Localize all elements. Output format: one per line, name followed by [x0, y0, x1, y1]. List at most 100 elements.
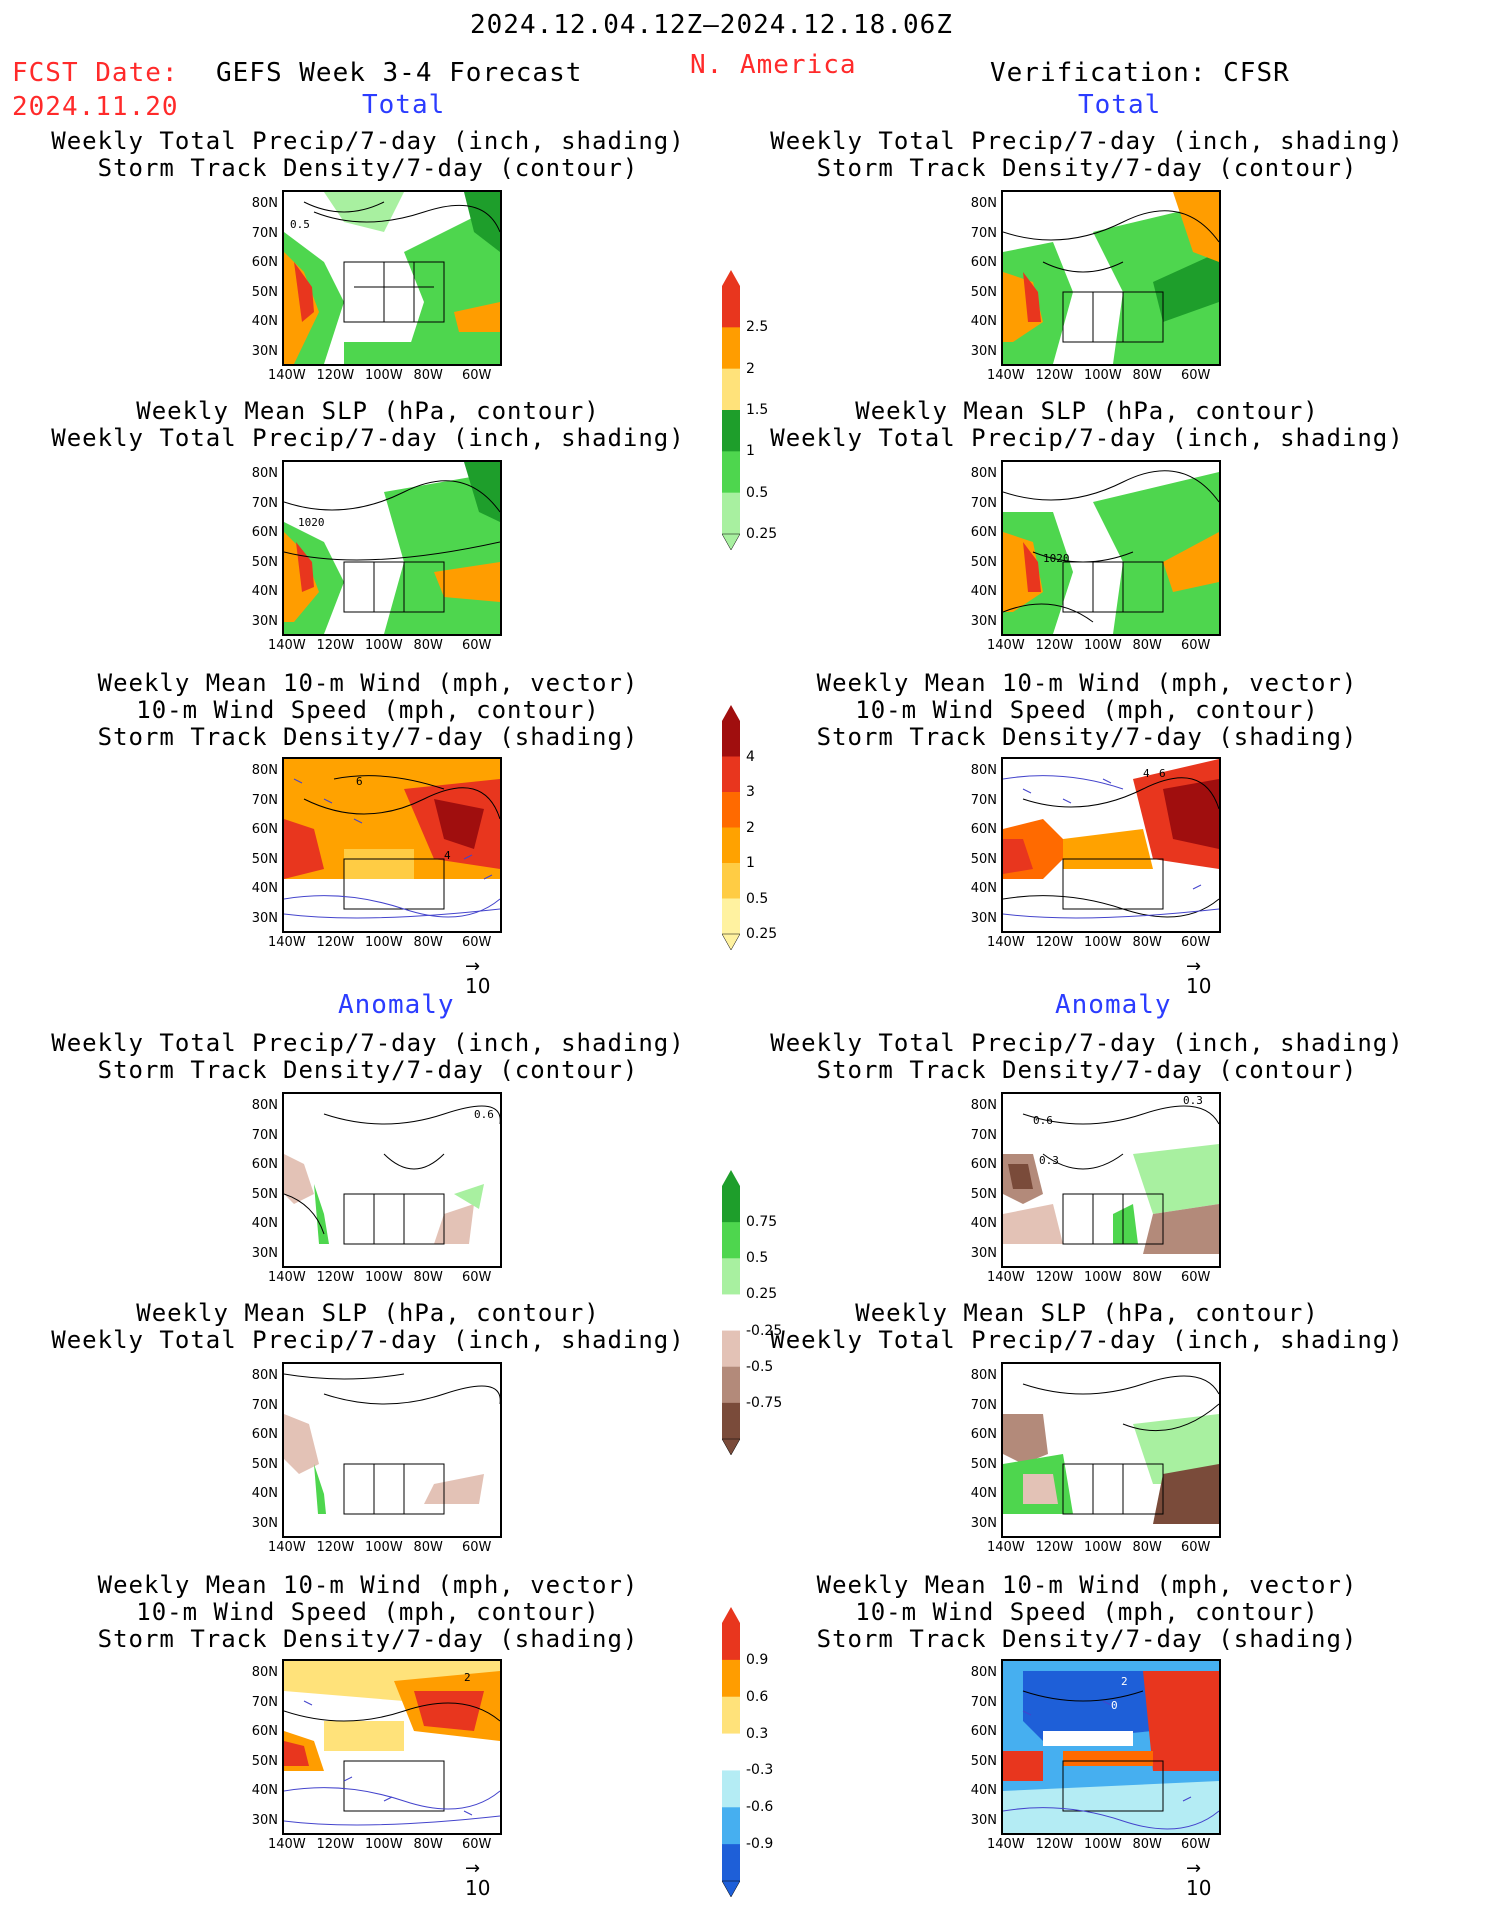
colorbar-segment	[722, 1844, 740, 1882]
map-fc-anom-slp-precip	[282, 1362, 502, 1538]
lon-tick-label: 140W	[987, 368, 1025, 383]
lon-tick-label: 140W	[987, 638, 1025, 653]
colorbar-label: -0.9	[746, 1836, 774, 1853]
colorbar-label: 3	[746, 784, 755, 800]
lon-tick-label: 140W	[268, 1540, 306, 1555]
lat-tick-label: 50N	[970, 554, 997, 570]
lat-tick-label: 50N	[251, 1753, 278, 1769]
lon-tick-label: 100W	[365, 1270, 403, 1285]
colorbar-segment	[722, 1402, 740, 1440]
lat-tick-label: 30N	[251, 1812, 278, 1828]
title-line: Weekly Total Precip/7-day (inch, shading…	[770, 127, 1404, 155]
lon-tick-label: 60W	[462, 935, 492, 950]
vector-ref-value: 10	[1186, 1876, 1212, 1900]
lat-tick-label: 40N	[251, 1216, 278, 1231]
map-ob-anom-precip-storm: 0.6 0.3 0.3	[1001, 1092, 1221, 1268]
title-fc-anom-slp: Weekly Mean SLP (hPa, contour) Weekly To…	[48, 1300, 688, 1354]
title-line: Storm Track Density/7-day (shading)	[97, 723, 639, 751]
lat-tick-label: 60N	[970, 525, 997, 540]
lat-tick-label: 60N	[970, 822, 997, 837]
colorbar-segment	[722, 492, 740, 535]
colorbar-label: 2.5	[746, 319, 769, 336]
title-fc-total-slp: Weekly Mean SLP (hPa, contour) Weekly To…	[48, 398, 688, 452]
lon-tick-label: 140W	[268, 1270, 306, 1285]
lat-tick-label: 60N	[970, 255, 997, 270]
title-ob-anom-wind: Weekly Mean 10-m Wind (mph, vector) 10-m…	[767, 1572, 1407, 1653]
colorbar-svg	[721, 270, 741, 551]
map-ob-total-slp-precip: 1020	[1001, 460, 1221, 636]
map-fc-total-wind-storm: 6 4	[282, 757, 502, 933]
colorbar-label: -0.75	[746, 1394, 783, 1411]
contour-label: 0.5	[290, 218, 310, 231]
map-fc-total-precip-storm: 0.5	[282, 190, 502, 366]
colorbar-precip-total: 2.5 2 1.5 1 0.5 0.25	[721, 270, 777, 551]
lat-tick-label: 30N	[251, 343, 278, 359]
lon-tick-label: 100W	[365, 368, 403, 383]
lat-tick-label: 30N	[970, 1812, 997, 1828]
lat-tick-label: 80N	[970, 1665, 997, 1680]
colorbar-segment	[722, 827, 740, 864]
title-ob-total-wind: Weekly Mean 10-m Wind (mph, vector) 10-m…	[767, 670, 1407, 751]
lon-tick-label: 80W	[1132, 1837, 1162, 1852]
lat-tick-label: 50N	[251, 851, 278, 867]
colorbar-segment	[722, 410, 740, 452]
vector-ref-fc-total: → 10	[465, 958, 490, 999]
contour-label: 1020	[1043, 552, 1070, 565]
colorbar-segment	[722, 1623, 740, 1661]
contour-label: 2	[1121, 1675, 1128, 1688]
vector-ref-value: 10	[1186, 974, 1212, 998]
lat-tick-label: 80N	[251, 466, 278, 481]
vector-ref-value: 10	[465, 1876, 491, 1900]
contour-label: 0.3	[1183, 1094, 1203, 1107]
lat-tick-label: 80N	[970, 1368, 997, 1383]
lat-tick-label: 30N	[970, 343, 997, 359]
colorbar-label: -0.3	[746, 1762, 774, 1779]
lon-tick-label: 120W	[1035, 1540, 1074, 1555]
lat-tick-label: 70N	[251, 225, 278, 241]
colorbar-label: 0.25	[746, 1286, 778, 1303]
colorbar-label: 1	[746, 443, 755, 460]
colorbar-top-triangle	[722, 705, 740, 721]
colorbar-label: -0.25	[746, 1322, 783, 1339]
colorbar-top-triangle	[722, 270, 740, 286]
lat-tick-label: 50N	[970, 1186, 997, 1202]
colorbar-label: -0.6	[746, 1799, 774, 1816]
anomaly-label-left: Anomaly	[338, 990, 455, 1020]
lat-tick-label: 30N	[251, 613, 278, 629]
lon-tick-label: 120W	[1035, 1837, 1074, 1852]
colorbar-svg	[721, 1170, 741, 1456]
lat-tick-label: 40N	[251, 1486, 278, 1501]
lat-tick-label: 40N	[251, 881, 278, 896]
verification-label: Verification: CFSR	[990, 58, 1290, 88]
lat-tick-label: 40N	[970, 584, 997, 599]
colorbar-label: 0.25	[746, 926, 778, 942]
title-line: Weekly Total Precip/7-day (inch, shading…	[51, 424, 685, 452]
title-line: Weekly Total Precip/7-day (inch, shading…	[51, 1326, 685, 1354]
lon-tick-label: 120W	[316, 1540, 355, 1555]
colorbar-precip-anom: 0.75 0.5 0.25 -0.25 -0.5 -0.75	[721, 1170, 782, 1456]
total-label-right: Total	[1078, 90, 1162, 120]
region-label: N. America	[690, 50, 857, 80]
title-line: Weekly Mean 10-m Wind (mph, vector)	[97, 1571, 639, 1599]
lon-tick-label: 80W	[413, 1540, 443, 1555]
lat-tick-label: 40N	[970, 1216, 997, 1231]
title-line: Weekly Mean SLP (hPa, contour)	[855, 397, 1319, 425]
title-line: Weekly Total Precip/7-day (inch, shading…	[770, 1029, 1404, 1057]
lon-tick-label: 140W	[268, 935, 306, 950]
lon-tick-label: 100W	[365, 638, 403, 653]
lon-tick-label: 80W	[1132, 1270, 1162, 1285]
colorbar-segment	[722, 451, 740, 494]
fcst-date-value: 2024.11.20	[12, 92, 179, 122]
contour-label: 1020	[298, 516, 325, 529]
lat-tick-label: 70N	[251, 1397, 278, 1413]
vector-ref-ob-anom: → 10	[1186, 1860, 1212, 1901]
lat-tick-label: 70N	[970, 495, 997, 511]
lon-tick-label: 140W	[268, 638, 306, 653]
lon-tick-label: 60W	[1181, 1837, 1211, 1852]
lat-tick-label: 60N	[251, 525, 278, 540]
lat-tick-label: 30N	[970, 910, 997, 926]
colorbar-segment	[722, 863, 740, 899]
title-line: Storm Track Density/7-day (contour)	[816, 154, 1358, 182]
lon-tick-label: 140W	[268, 368, 306, 383]
title-line: Weekly Mean SLP (hPa, contour)	[136, 397, 600, 425]
